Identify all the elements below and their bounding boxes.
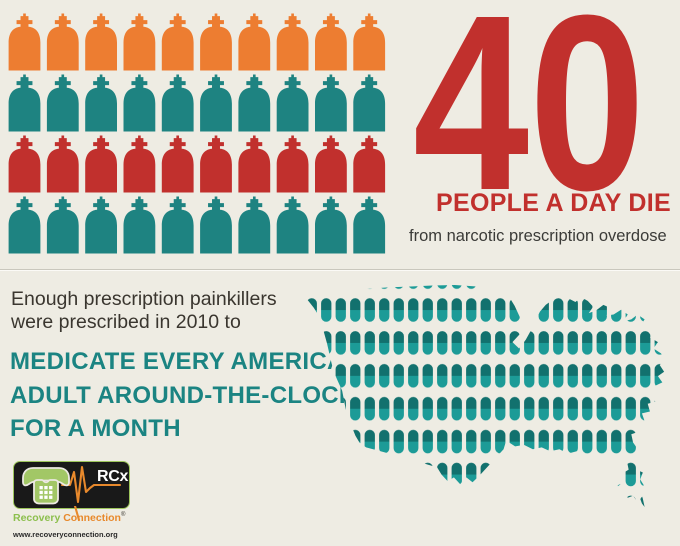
svg-text:RCx: RCx xyxy=(97,468,129,485)
